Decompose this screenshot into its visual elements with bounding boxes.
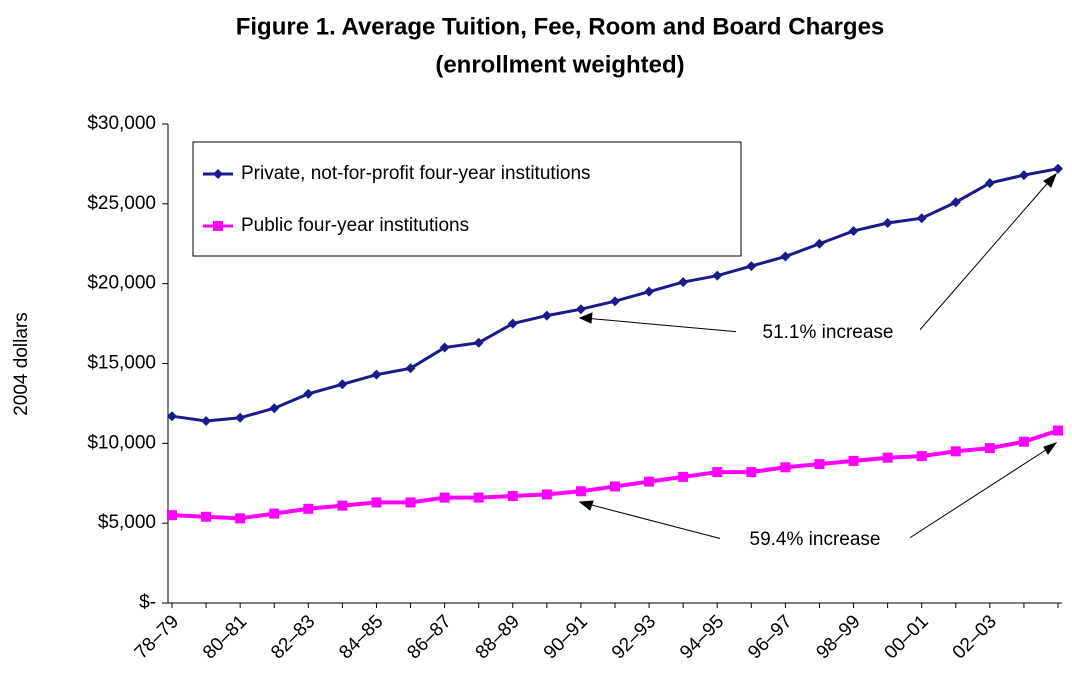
y-tick-label: $10,000 (87, 432, 156, 453)
x-tick-label: 00–01 (881, 611, 933, 663)
point (610, 481, 620, 492)
x-tick-label: 86–87 (403, 611, 455, 663)
x-tick-label: 94–95 (676, 611, 728, 663)
point (814, 238, 825, 249)
point (712, 270, 723, 281)
y-axis-label: 2004 dollars (11, 312, 32, 416)
point (746, 261, 757, 272)
point (1018, 170, 1029, 181)
x-tick-label: 84–85 (335, 611, 387, 663)
point (848, 225, 859, 236)
annotation-arrows (578, 172, 1058, 540)
point (507, 491, 518, 502)
point (848, 455, 859, 466)
annotation-bg (736, 320, 920, 346)
y-tick-label: $- (139, 592, 156, 613)
point (439, 342, 450, 353)
point (780, 462, 791, 473)
legend-box (192, 141, 742, 257)
point (405, 363, 416, 374)
point (1053, 425, 1063, 436)
point (337, 379, 348, 390)
point (167, 411, 177, 422)
annotation: 59.4% increase (750, 529, 881, 550)
point (746, 467, 757, 478)
point (814, 459, 825, 470)
point (916, 213, 927, 224)
point (610, 296, 620, 307)
annotation-bg (720, 527, 910, 553)
point (201, 415, 212, 426)
legend-label: Private, not-for-profit four-year instit… (241, 163, 591, 184)
point (473, 337, 484, 348)
y-tick-label: $30,000 (87, 113, 156, 134)
point (213, 169, 223, 179)
y-tick-label: $15,000 (87, 353, 156, 374)
chart-subtitle: (enrollment weighted) (435, 51, 684, 78)
point (337, 500, 348, 511)
annotation: 51.1% increase (763, 322, 894, 343)
point (235, 513, 246, 524)
x-tick-label: 96–97 (744, 611, 796, 663)
point (213, 221, 223, 231)
x-tick-label: 80–81 (199, 611, 251, 663)
x-tick-label: 82–83 (267, 611, 319, 663)
point (235, 412, 246, 423)
point (575, 486, 586, 497)
point (201, 511, 212, 522)
point (371, 369, 382, 380)
x-tick-label: 02–03 (949, 611, 1001, 663)
point (780, 251, 791, 262)
point (950, 446, 961, 457)
chart-title: Figure 1. Average Tuition, Fee, Room and… (236, 13, 885, 40)
point (575, 304, 586, 315)
point (303, 388, 314, 399)
point (371, 497, 382, 508)
point (167, 510, 177, 521)
y-tick-label: $25,000 (87, 193, 156, 214)
y-tick-label: $5,000 (98, 512, 156, 533)
point (916, 451, 927, 462)
x-tick-label: 90–91 (540, 611, 592, 663)
point (984, 178, 995, 189)
point (269, 508, 280, 519)
point (473, 492, 484, 503)
point (882, 217, 893, 228)
point (678, 471, 689, 482)
point (439, 492, 450, 503)
x-tick-label: 98–99 (812, 611, 864, 663)
point (950, 197, 961, 208)
point (984, 443, 995, 454)
point (644, 286, 655, 297)
point (269, 403, 280, 414)
point (507, 318, 518, 329)
point (303, 503, 314, 514)
legend-label: Public four-year institutions (241, 215, 469, 236)
point (541, 489, 552, 500)
x-tick-label: 78–79 (131, 611, 183, 663)
point (1053, 163, 1063, 174)
point (712, 467, 723, 478)
point (1018, 436, 1029, 447)
point (405, 497, 416, 508)
y-tick-label: $20,000 (87, 273, 156, 294)
x-tick-label: 92–93 (608, 611, 660, 663)
point (882, 452, 893, 463)
x-tick-label: 88–89 (472, 611, 524, 663)
point (541, 310, 552, 321)
point (678, 277, 689, 288)
point (644, 476, 655, 487)
